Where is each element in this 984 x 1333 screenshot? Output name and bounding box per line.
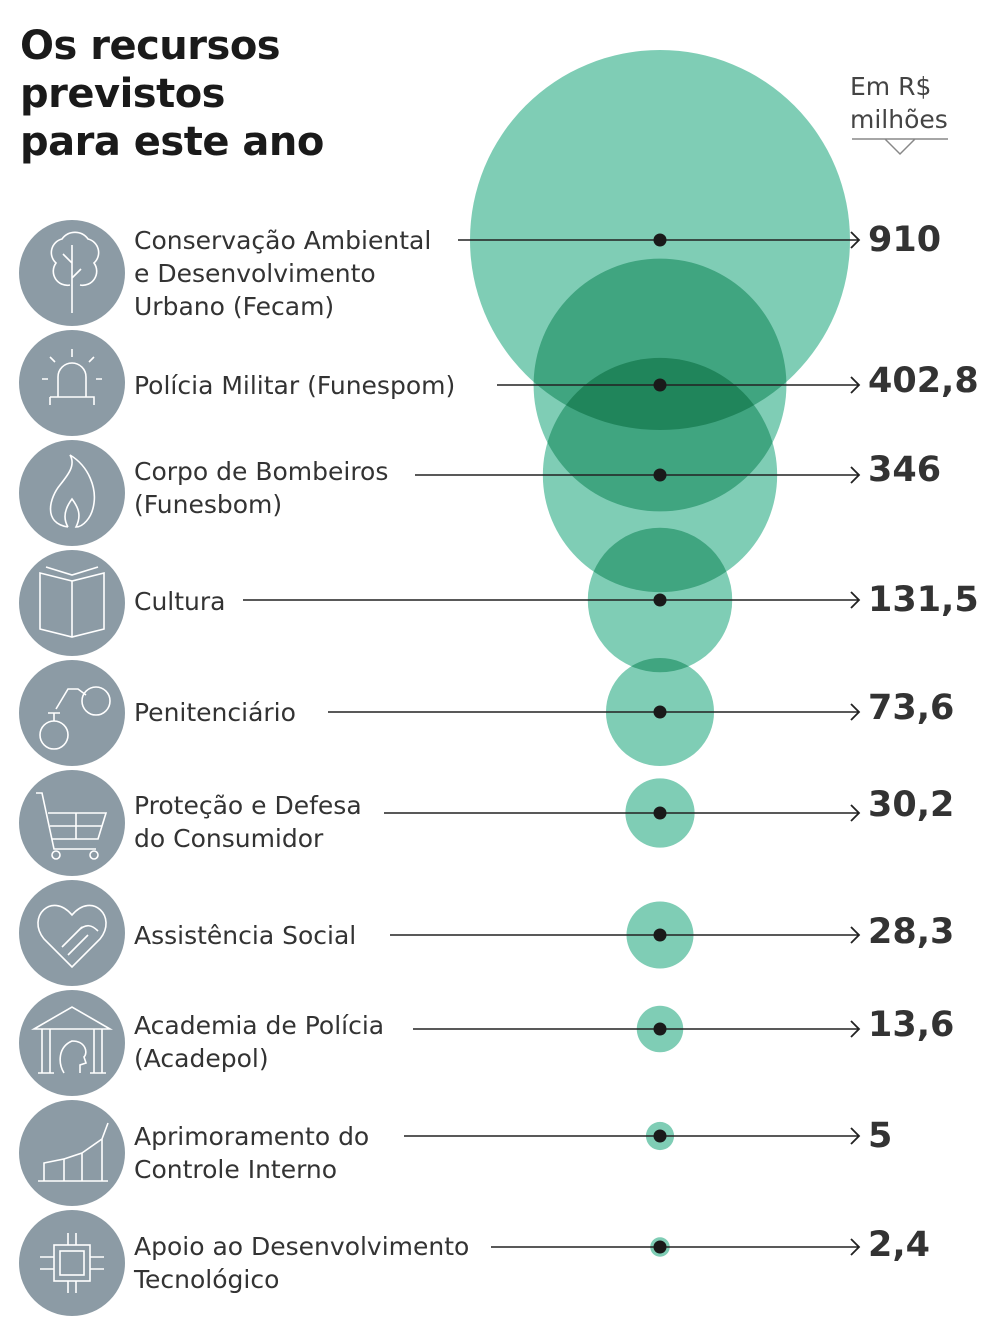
row-connector [243,591,861,609]
category-label: Cultura [134,587,226,616]
center-dot [653,1022,667,1036]
row-connector [491,1238,861,1256]
center-dot [653,378,667,392]
flame-icon [19,440,125,546]
arrow-icon [850,231,861,249]
center-dot [653,233,667,247]
ball-and-chain-icon [19,660,125,766]
value-label: 30,2 [868,785,955,825]
row-connector [390,926,861,944]
unit-label: Em R$ milhões [850,72,948,134]
arrow-icon [850,1238,861,1256]
tree-icon [19,220,125,326]
police-academy-icon [19,990,125,1096]
handshake-icon [19,880,125,986]
row-connector [415,466,861,484]
value-label: 5 [868,1116,893,1156]
bubbles [470,50,850,1257]
category-label: Corpo de Bombeiros (Funesbom) [134,457,389,519]
value-label: 2,4 [868,1225,931,1265]
arrow-icon [850,1020,861,1038]
value-label: 346 [868,450,942,490]
value-label: 13,6 [868,1005,955,1045]
page-title: Os recursos previstos para este ano [20,23,324,165]
microchip-icon [19,1210,125,1316]
row-connector [458,231,861,249]
center-dot [653,928,667,942]
arrow-icon [850,926,861,944]
value-label: 910 [868,220,942,260]
arrow-icon [850,804,861,822]
arrow-icon [850,466,861,484]
value-label: 131,5 [868,580,979,620]
book-icon [19,550,125,656]
center-dot [653,806,667,820]
arrow-icon [850,591,861,609]
siren-icon [19,330,125,436]
shopping-cart-icon [19,770,125,876]
value-label: 73,6 [868,688,955,728]
row-connector [404,1127,861,1145]
center-dot [653,468,667,482]
row-connector [497,376,861,394]
category-label: Polícia Militar (Funespom) [134,371,456,400]
arrow-icon [850,703,861,721]
center-dot [653,593,667,607]
row-connector [384,804,861,822]
category-label: Penitenciário [134,698,296,727]
row-connector [328,703,861,721]
value-label: 402,8 [868,361,979,401]
category-label: Aprimoramento do Controle Interno [134,1122,370,1184]
arrow-icon [850,1127,861,1145]
category-label: Apoio ao Desenvolvimento Tecnológico [134,1232,470,1294]
unit-pointer-icon [852,138,948,156]
value-label: 28,3 [868,912,955,952]
center-dot [653,1129,667,1143]
category-label: Academia de Polícia (Acadepol) [134,1011,385,1073]
center-dot [653,1240,667,1254]
growth-chart-icon [19,1100,125,1206]
row-connector [413,1020,861,1038]
category-label: Assistência Social [134,921,357,950]
category-label: Conservação Ambiental e Desenvolvimento … [134,226,432,321]
arrow-icon [850,376,861,394]
center-dot [653,705,667,719]
category-label: Proteção e Defesa do Consumidor [134,791,362,853]
